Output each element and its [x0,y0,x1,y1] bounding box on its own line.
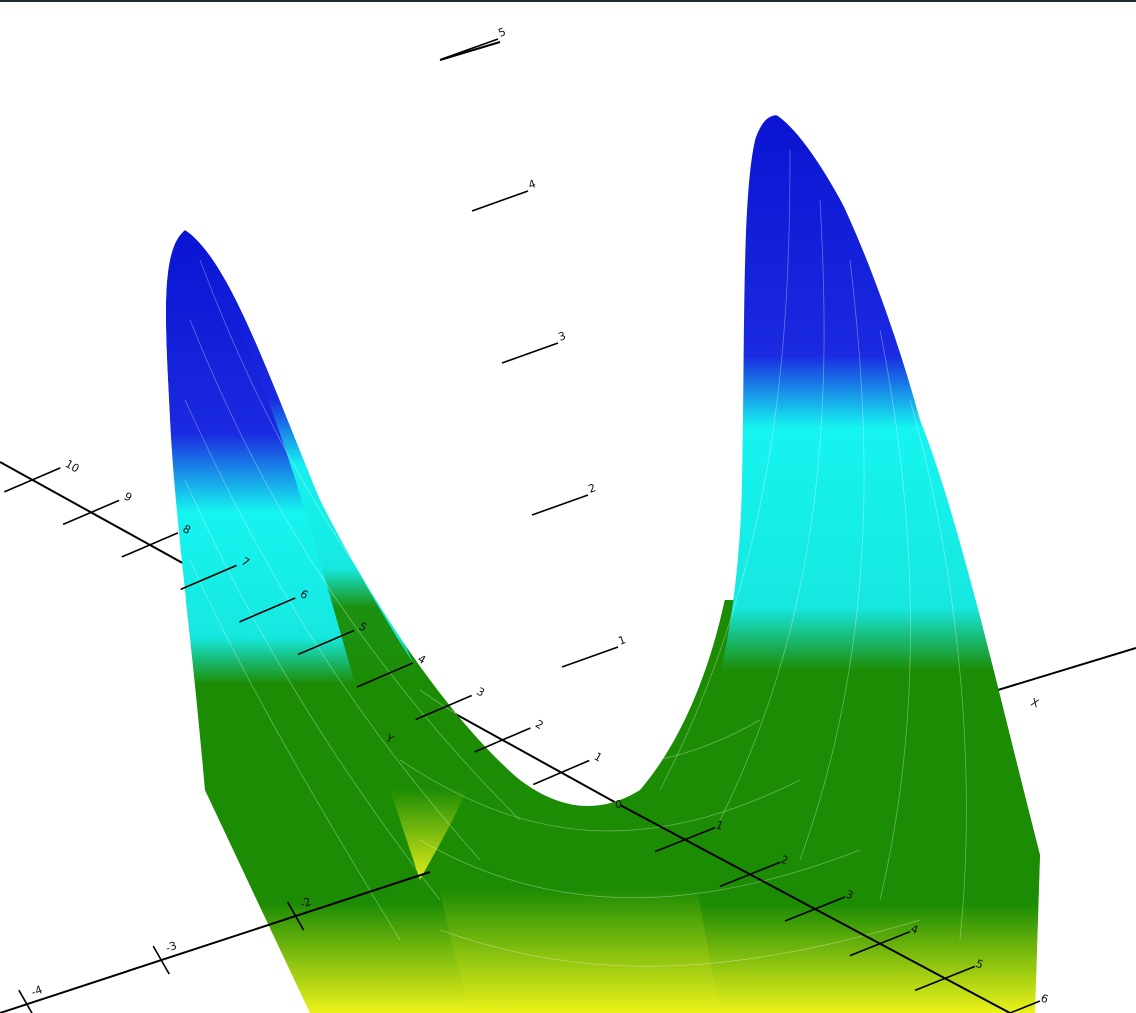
y-axis-tick [297,629,355,656]
x-negative-tick-label: -3 [164,939,179,955]
z-axis-tick-label: 1 [617,633,628,648]
x-axis-tick-label: 4 [909,922,920,937]
x-negative-axis-line [0,871,431,1013]
y-axis-tick-label: 1 [592,750,605,765]
y-axis-tick [415,694,473,721]
z-axis-tick [501,342,559,364]
z-axis-tick [531,494,589,516]
surface-left-front-ridge [185,230,472,880]
z-axis-tick [471,190,529,212]
x-axis-tick [1007,1000,1041,1013]
x-negative-tick-label: -2 [298,895,313,911]
y-axis-tick-label: 9 [122,490,135,505]
z-axis-tick-label: 3 [557,329,568,344]
y-axis-tick [474,727,531,753]
x-negative-tick [152,945,170,975]
surface-mesh [184,149,967,967]
y-axis-tick [4,467,61,493]
x-axis-tick-label: 6 [1039,992,1050,1007]
z-axis-tick-label: 2 [587,481,598,496]
y-axis-tick-label: 2 [533,717,546,732]
z-axis-tick-stub [439,41,501,61]
y-axis-tick-label: 10 [63,457,82,475]
x-negative-tick-label: -4 [29,983,44,999]
y-axis-tick [121,532,179,558]
x-negative-tick [18,989,33,1013]
z-axis-tick-label: 5 [497,25,508,40]
x-axis-tick-label: 5 [974,957,985,972]
top-border [0,0,1136,2]
z-axis-tick [561,646,619,668]
x-axis-tick [654,826,716,853]
surface-right-ridge [687,115,1040,1013]
x-axis-tick [914,965,976,992]
x-axis-tick [784,896,846,922]
surface-left-ridge [165,230,470,1013]
x-axis-tick-label: 2 [779,853,790,868]
x-axis-tick [849,930,911,957]
x-axis-tick [719,861,781,888]
y-axis-tick [180,564,237,591]
y-axis-tick [62,499,120,526]
y-axis-tick [239,597,296,623]
surface-plot [165,115,1041,1013]
y-axis-tick-label: 3 [474,685,487,700]
x-axis-tick-label: 3 [844,888,855,903]
x-axis-name: X [1029,696,1041,711]
z-axis-tick [441,38,499,60]
y-axis-tick [532,759,590,786]
y-axis-tick [356,662,414,688]
z-axis-tick-label: 4 [527,177,538,192]
origin-label: 0 [615,798,622,811]
x-negative-tick [286,901,305,931]
x-axis-tick-label: 1 [714,818,725,833]
